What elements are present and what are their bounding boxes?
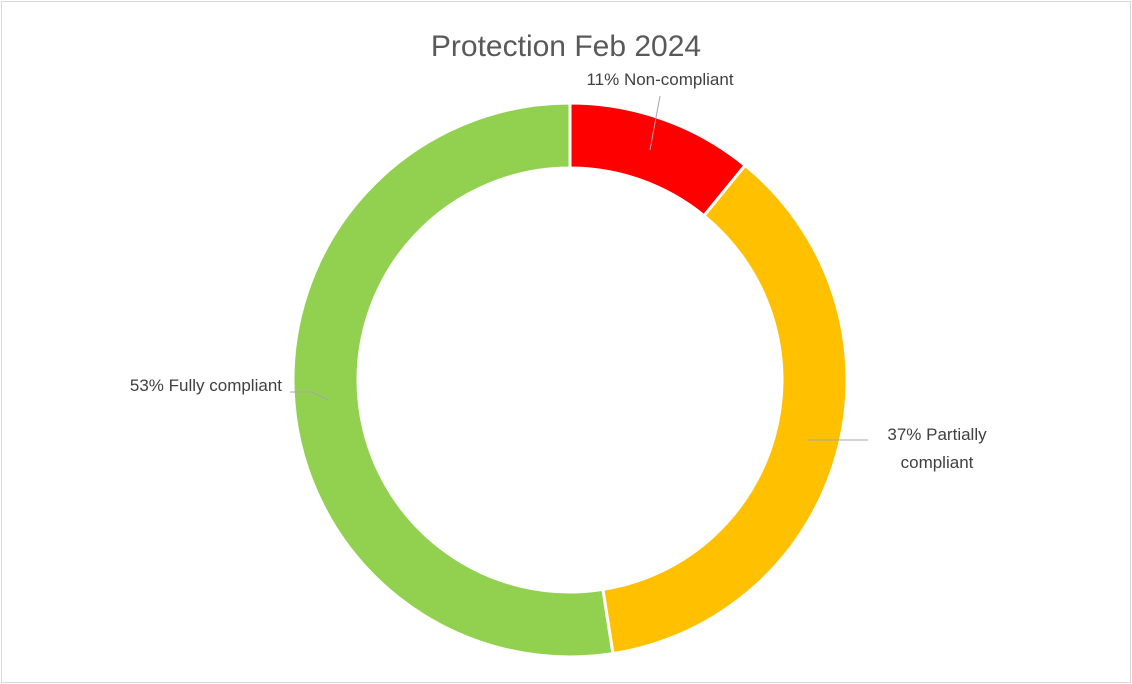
- leader-line: [649, 95, 661, 151]
- category-label: Fully compliant: [168, 376, 282, 395]
- donut-slice: [291, 101, 615, 659]
- chart-title: Protection Feb 2024: [430, 30, 702, 63]
- category-label: Non-compliant: [623, 70, 734, 89]
- value-label: 37%: [887, 425, 922, 444]
- donut-slice: [601, 163, 849, 656]
- value-label: 53%: [129, 376, 164, 395]
- data-label: 53% Fully compliant: [60, 372, 282, 400]
- leader-line: [290, 391, 329, 401]
- data-label: 37% Partially compliant: [862, 421, 1012, 477]
- data-label: 11% Non-compliant: [560, 66, 760, 94]
- category-label: Partially compliant: [900, 425, 987, 472]
- value-label: 11%: [586, 70, 620, 89]
